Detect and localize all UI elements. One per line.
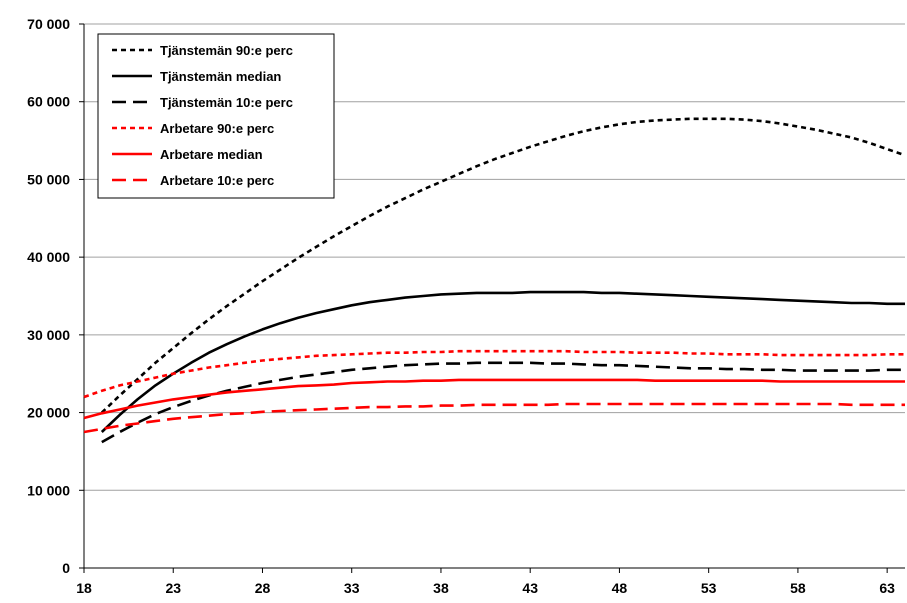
series-line-4 (83, 349, 905, 399)
series-line-6 (83, 402, 905, 434)
x-tick-label: 43 (522, 580, 538, 596)
legend: Tjänstemän 90:e perc Tjänstemän median Tjä… (97, 33, 335, 199)
legend-label: Tjänstemän median (160, 69, 281, 84)
legend-label: Tjänstemän 90:e perc (160, 43, 293, 58)
y-tick-label: 0 (62, 560, 70, 576)
x-tick-label: 23 (165, 580, 181, 596)
legend-label: Tjänstemän 10:e perc (160, 95, 293, 110)
x-tick-label: 38 (433, 580, 449, 596)
x-tick-label: 33 (344, 580, 360, 596)
y-tick-label: 30 000 (27, 327, 70, 343)
y-tick-label: 40 000 (27, 249, 70, 265)
y-tick-label: 50 000 (27, 171, 70, 187)
legend-label: Arbetare median (160, 147, 263, 162)
series-line-1 (100, 117, 906, 414)
x-tick-label: 53 (701, 580, 717, 596)
y-axis-tick-labels: 0 10 000 20 000 30 000 40 000 50 000 60 000 70 … (27, 16, 70, 576)
axes (79, 23, 905, 573)
x-tick-label: 58 (790, 580, 806, 596)
y-tick-label: 70 000 (27, 16, 70, 32)
x-tick-label: 18 (76, 580, 92, 596)
x-axis-tick-labels: 18 23 28 33 38 43 48 53 58 63 (76, 580, 895, 596)
series-line-2 (100, 290, 905, 433)
legend-label: Arbetare 90:e perc (160, 121, 274, 136)
x-tick-label: 48 (612, 580, 628, 596)
series-line-3 (101, 361, 905, 444)
y-tick-label: 60 000 (27, 94, 70, 110)
y-tick-label: 20 000 (27, 405, 70, 421)
y-tick-label: 10 000 (27, 482, 70, 498)
legend-label: Arbetare 10:e perc (160, 173, 274, 188)
x-tick-label: 28 (255, 580, 271, 596)
series-lines (83, 117, 906, 444)
x-tick-label: 63 (879, 580, 895, 596)
legend-box (97, 33, 335, 199)
series-line-5 (83, 378, 905, 420)
